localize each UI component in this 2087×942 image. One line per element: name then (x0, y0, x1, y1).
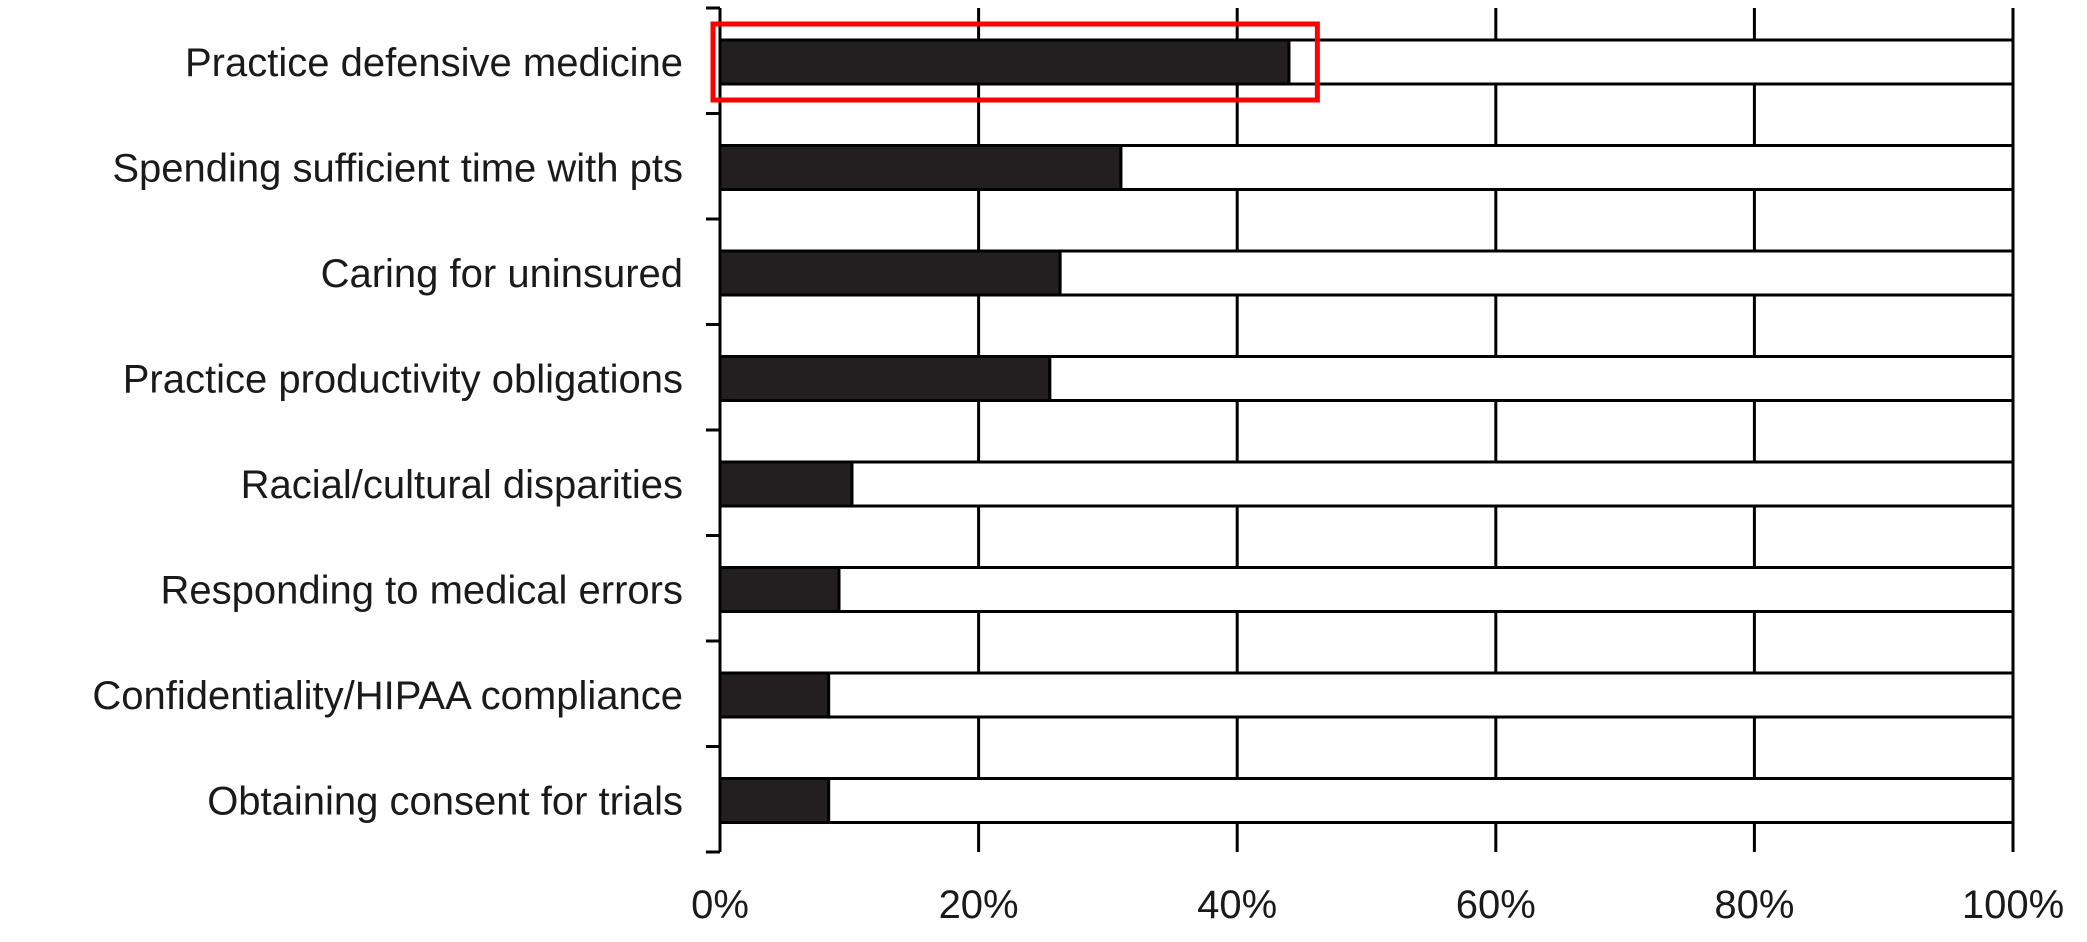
bar-filled (718, 355, 1052, 402)
x-tick-label: 40% (1197, 883, 1277, 927)
bar-filled (718, 777, 831, 824)
bar-filled (718, 38, 1291, 86)
x-tick-label: 0% (691, 883, 749, 927)
category-label: Confidentiality/HIPAA compliance (92, 674, 683, 718)
x-tick-labels: 0% 20% 40% 60% 80% 100% (691, 883, 2064, 927)
bar-filled (718, 460, 854, 508)
x-tick-label: 80% (1714, 883, 1794, 927)
axes (706, 6, 722, 854)
bar-filled (718, 566, 841, 613)
bar-remainder (837, 566, 2015, 613)
gridlines (977, 8, 2015, 852)
bar-remainder (827, 671, 2015, 719)
bar-remainder (1048, 355, 2015, 402)
bar-remainder (1287, 38, 2015, 86)
bar-remainder (850, 460, 2015, 508)
bar-remainder (1119, 144, 2015, 191)
category-label: Racial/cultural disparities (241, 463, 683, 507)
x-tick-label: 60% (1456, 883, 1536, 927)
x-tick-label: 100% (1962, 883, 2064, 927)
bar-remainder (1058, 249, 2015, 297)
highlight-box (710, 21, 1320, 103)
category-labels: Practice defensive medicine Spending suff… (92, 41, 683, 824)
category-label: Caring for uninsured (321, 252, 683, 296)
x-tick-label: 20% (939, 883, 1019, 927)
bar-remainder (827, 777, 2015, 824)
bar-filled (718, 249, 1062, 297)
bar-filled (718, 671, 831, 719)
category-label: Responding to medical errors (161, 569, 683, 613)
category-label: Practice defensive medicine (185, 41, 683, 85)
category-label: Practice productivity obligations (123, 358, 683, 402)
category-label: Obtaining consent for trials (207, 780, 683, 824)
bars (718, 38, 2015, 824)
highlight-layer (710, 21, 1320, 103)
category-label: Spending sufficient time with pts (112, 147, 683, 191)
bar-filled (718, 144, 1123, 191)
